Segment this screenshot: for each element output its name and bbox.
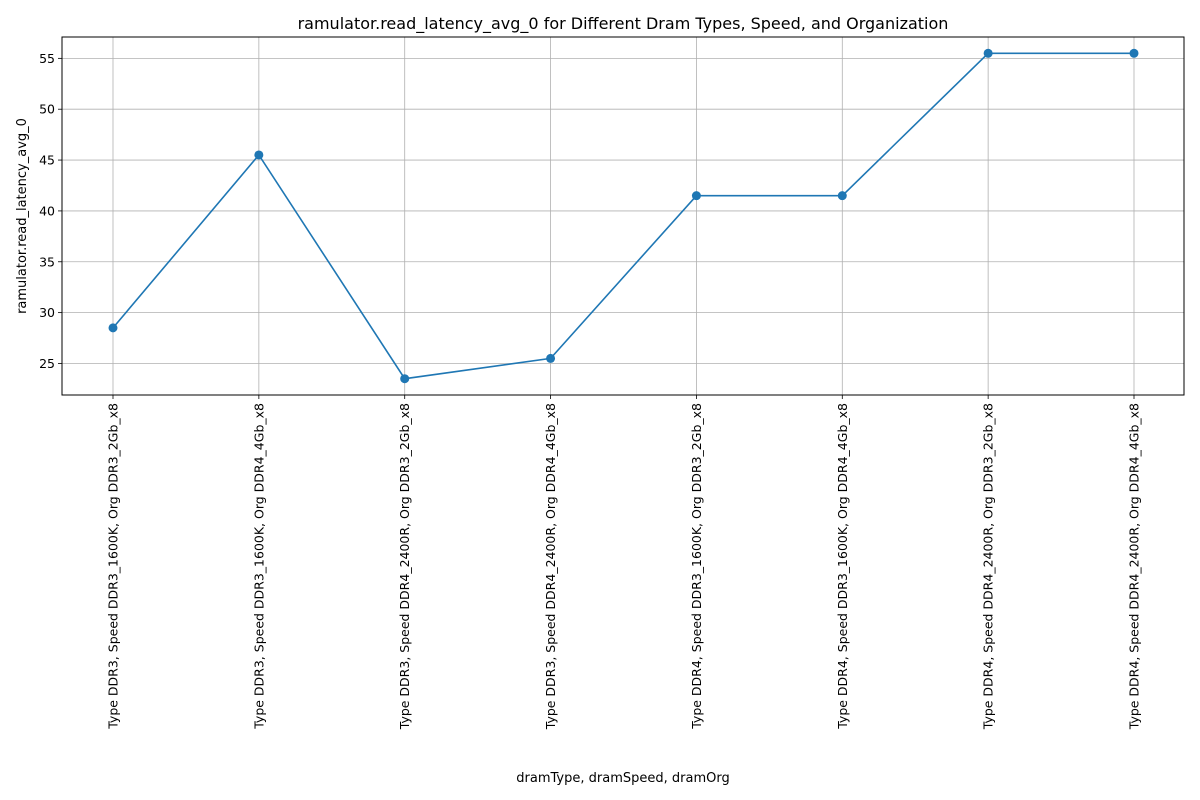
- data-point: [837, 191, 847, 201]
- x-tick-label: Type DDR4, Speed DDR4_2400R, Org DDR4_4G…: [1127, 403, 1142, 730]
- y-tick-label: 35: [39, 254, 55, 269]
- x-tick-label: Type DDR3, Speed DDR3_1600K, Org DDR3_2G…: [106, 403, 121, 730]
- grid: [62, 37, 1184, 395]
- y-tick-label: 50: [39, 102, 55, 117]
- y-tick-label: 40: [39, 203, 55, 218]
- data-point: [983, 48, 993, 58]
- data-point: [254, 150, 264, 160]
- y-axis-ticks: 25 30 35 40 45 50 55: [39, 51, 62, 371]
- series-line: [112, 52, 1134, 380]
- x-axis-label: dramType, dramSpeed, dramOrg: [516, 771, 729, 786]
- y-tick-label: 30: [39, 305, 55, 320]
- plot-frame: [61, 36, 1185, 396]
- x-tick-label: Type DDR4, Speed DDR4_2400R, Org DDR3_2G…: [981, 403, 996, 730]
- data-point: [691, 191, 701, 201]
- y-tick-label: 45: [39, 153, 55, 168]
- series-layer: [108, 48, 1139, 384]
- x-tick-label: Type DDR3, Speed DDR4_2400R, Org DDR3_2G…: [397, 403, 412, 730]
- y-tick-label: 25: [39, 356, 55, 371]
- data-point: [108, 323, 118, 333]
- data-point: [400, 374, 410, 384]
- chart-title: ramulator.read_latency_avg_0 for Differe…: [298, 14, 949, 34]
- x-tick-label: Type DDR3, Speed DDR4_2400R, Org DDR4_4G…: [543, 403, 558, 730]
- data-point: [1129, 48, 1139, 58]
- x-tick-label: Type DDR3, Speed DDR3_1600K, Org DDR4_4G…: [251, 403, 266, 730]
- x-tick-label: Type DDR4, Speed DDR3_1600K, Org DDR4_4G…: [835, 403, 850, 730]
- x-axis-ticks: Type DDR3, Speed DDR3_1600K, Org DDR3_2G…: [106, 395, 1142, 730]
- data-point: [546, 353, 556, 363]
- x-tick-label: Type DDR4, Speed DDR3_1600K, Org DDR3_2G…: [689, 403, 704, 730]
- y-tick-label: 55: [39, 51, 55, 66]
- y-axis-label: ramulator.read_latency_avg_0: [15, 118, 30, 314]
